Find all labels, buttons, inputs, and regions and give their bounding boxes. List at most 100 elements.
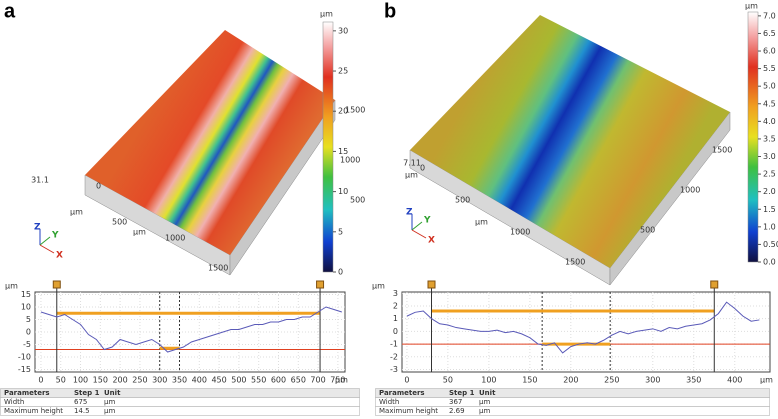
y-tick-label: -15: [18, 365, 31, 374]
x-tick-label: 1500: [208, 264, 228, 273]
colorbar-unit: µm: [745, 2, 758, 11]
x-tick-label: 50: [443, 376, 453, 385]
x-tick-label: 400: [192, 376, 207, 385]
table-cell: µm: [479, 407, 490, 415]
colorbar-tick-label: 1.5: [763, 205, 776, 214]
y-tick-label: 15: [21, 290, 31, 299]
colorbar-tick-label: 15: [338, 147, 348, 156]
y-tick-label: 3: [393, 289, 398, 298]
profile-line: [406, 301, 760, 354]
x-unit: µm: [760, 376, 773, 385]
y-tick-label: 0: [393, 327, 398, 336]
y-tick-label: 1: [393, 314, 398, 323]
colorbar-tick-label: 3.0: [763, 152, 776, 161]
table-cell: Maximum height: [379, 407, 438, 415]
x-tick-label: 250: [132, 376, 147, 385]
x-tick-label: 0: [96, 182, 101, 191]
y-unit: µm: [5, 282, 18, 291]
y-unit: µm: [372, 282, 385, 291]
y-tick-label: 1000: [680, 186, 700, 195]
colorbar-tick-label: 4.5: [763, 99, 776, 108]
colorbar-tick-label: 0.50: [763, 240, 778, 249]
table-cell: Step 1: [74, 389, 100, 397]
y-tick-label: -1: [390, 340, 398, 349]
x-tick-label: 500: [112, 218, 127, 227]
x-tick-label: 100: [481, 376, 496, 385]
cursor-handle: [710, 280, 719, 289]
cursor-handle: [427, 280, 436, 289]
table-row: [0, 397, 360, 407]
colorbar-tick-label: 4.0: [763, 117, 776, 126]
x-tick-label: 600: [271, 376, 286, 385]
x-tick-label: 100: [73, 376, 88, 385]
z-max-label: 7.11: [403, 159, 421, 168]
y-tick-label: 1500: [345, 106, 365, 115]
y-tick-label: 2: [393, 301, 398, 310]
x-tick-label: 700: [310, 376, 325, 385]
colorbar-tick-label: 2.5: [763, 170, 776, 179]
table-row: [0, 388, 360, 398]
table-cell: µm: [479, 398, 490, 406]
colorbar-tick-label: 20: [338, 107, 348, 116]
x-tick-label: 200: [112, 376, 127, 385]
x-unit: µm: [335, 376, 348, 385]
x-tick-label: 300: [645, 376, 660, 385]
profile-line: [40, 306, 342, 353]
x-tick-label: 500: [231, 376, 246, 385]
x-tick-label: 1500: [565, 258, 585, 267]
x-tick-label: 300: [152, 376, 167, 385]
table-cell: 14.5: [74, 407, 90, 415]
table-row: [375, 406, 770, 416]
table-cell: Width: [4, 398, 24, 406]
y-tick-label: -10: [18, 353, 31, 362]
surface-side: [229, 99, 336, 276]
y-tick-label: 1500: [712, 146, 732, 155]
axis-icon-label: Z: [406, 208, 413, 218]
colorbar-tick-label: 7.0: [763, 11, 776, 20]
table-cell: Unit: [479, 389, 496, 397]
plot-frame: [401, 291, 771, 373]
x-tick-label: 1000: [510, 228, 530, 237]
table-cell: µm: [104, 407, 115, 415]
axis-icon-label: X: [428, 236, 435, 246]
colorbar-unit: µm: [320, 10, 333, 19]
colorbar-tick-label: 6.5: [763, 29, 776, 38]
y-tick-label: -5: [23, 340, 31, 349]
colorbar-tick-label: 6.0: [763, 47, 776, 56]
x-tick-label: 350: [686, 376, 701, 385]
x-tick-label: 0: [38, 376, 43, 385]
x-tick-label: 250: [604, 376, 619, 385]
colorbar: [322, 21, 334, 273]
colorbar-tick-label: 25: [338, 67, 348, 76]
colorbar-tick-label: 1.0: [763, 222, 776, 231]
cursor-handle: [52, 280, 61, 289]
y-tick-label: 10: [21, 303, 31, 312]
axis-unit: µm: [405, 171, 418, 180]
axis-icon: [411, 214, 427, 239]
y-tick-label: 0: [26, 328, 31, 337]
surface: [410, 15, 730, 268]
x-tick-label: 450: [211, 376, 226, 385]
x-tick-label: 400: [727, 376, 742, 385]
axis-unit: µm: [133, 228, 146, 237]
axis-icon-label: Z: [34, 223, 41, 233]
surface: [85, 30, 335, 255]
y-tick-label: 500: [350, 196, 365, 205]
axis-unit: µm: [475, 218, 488, 227]
axis-icon-label: Y: [423, 216, 431, 226]
colorbar-tick-label: 30: [338, 26, 348, 35]
y-tick-label: -2: [390, 352, 398, 361]
table-cell: 675: [74, 398, 87, 406]
table-cell: Step 1: [449, 389, 475, 397]
colorbar-tick-label: 2.0: [763, 187, 776, 196]
axis-unit: µm: [70, 208, 83, 217]
x-tick-label: 650: [291, 376, 306, 385]
x-tick-label: 0: [404, 376, 409, 385]
colorbar-tick-label: 5.5: [763, 64, 776, 73]
y-tick-label: -3: [390, 365, 398, 374]
colorbar-tick-label: 0: [338, 268, 343, 277]
colorbar: [747, 11, 759, 263]
table-cell: 2.69: [449, 407, 465, 415]
colorbar-tick-label: 3.5: [763, 134, 776, 143]
